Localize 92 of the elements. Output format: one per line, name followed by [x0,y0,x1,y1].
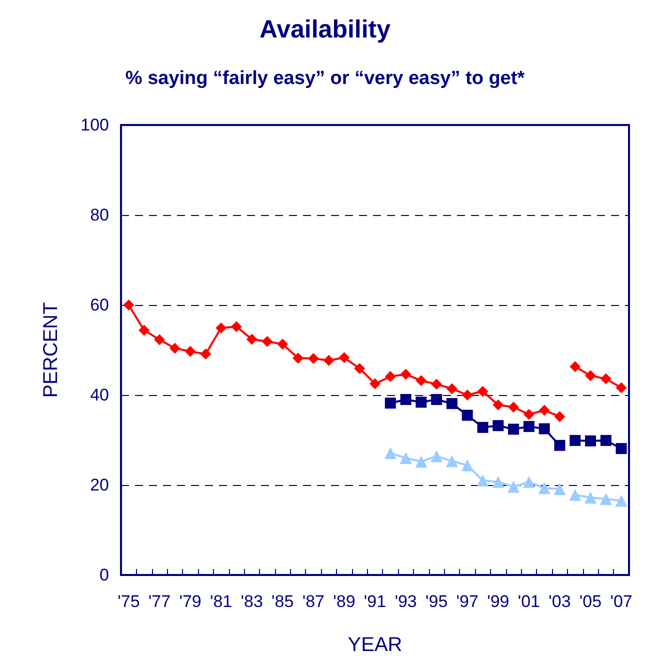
point [384,398,396,409]
x-tick-label: '89 [333,592,356,611]
x-tick-label: '03 [548,592,571,611]
point [461,459,474,472]
point [446,398,458,410]
point [370,378,380,390]
x-tick-label: '85 [272,592,294,611]
x-tick-label: '75 [118,592,140,611]
point [431,394,442,405]
point [138,324,150,336]
point [462,390,473,400]
x-tick-label: '97 [456,592,478,611]
point [292,352,304,364]
chart-subtitle: % saying “fairly easy” or “very easy” to get* [125,68,526,89]
y-axis-title: PERCENT [40,302,62,398]
point [154,334,165,346]
x-axis-title: YEAR [348,634,402,656]
point [569,488,582,501]
y-tick-label: 40 [90,386,109,404]
point [600,492,612,505]
point [308,353,319,364]
point [554,483,566,496]
point [462,410,473,421]
point [477,386,488,397]
x-tick-label: '05 [579,592,602,611]
point [492,399,504,410]
y-tick-label: 100 [80,116,109,134]
point [477,422,488,433]
point [492,476,504,488]
point [600,434,612,446]
y-tick-label: 20 [90,476,109,494]
point [323,354,334,366]
x-tick-label: '95 [426,592,448,611]
x-tick-label: '79 [179,592,202,611]
point [615,494,628,507]
point [415,456,428,468]
x-tick-label: '81 [210,592,232,611]
point [354,362,366,374]
point [585,370,596,382]
point [584,492,597,504]
point [570,434,581,446]
point [476,474,489,486]
point [277,338,288,350]
point [538,482,550,494]
point [123,300,134,310]
y-tick-label: 0 [100,566,109,584]
point [538,423,550,434]
point [554,440,566,451]
point [416,396,427,408]
point [400,452,412,464]
point [600,373,612,384]
x-tick-label: '83 [240,592,263,611]
x-tick-label: '77 [148,592,171,611]
point [616,382,627,394]
point [538,404,550,416]
y-tick-label: 80 [90,206,109,224]
point [446,455,458,468]
point [508,480,520,493]
point [554,411,566,422]
point [230,321,242,332]
point [508,402,520,413]
point [416,375,427,386]
point [616,443,627,454]
point [446,383,458,394]
point [216,322,227,334]
point [523,421,534,432]
point [200,348,212,360]
x-tick-label: '99 [487,592,510,611]
point [430,450,443,462]
point [262,336,273,347]
x-tick-label: '91 [364,592,386,611]
y-tick-label: 60 [90,296,109,314]
x-tick-label: '87 [302,592,324,611]
point [570,361,581,372]
point [523,408,534,420]
x-tick-label: '01 [518,592,540,611]
point [492,420,504,432]
point [508,424,520,435]
point [431,378,442,390]
point [184,346,196,357]
point [585,435,596,446]
point [246,334,258,345]
point [400,394,412,405]
x-tick-label: '07 [610,592,632,611]
point [169,342,180,354]
x-tick-label: '93 [394,592,417,611]
chart-title: Availability [259,16,391,44]
point [522,476,535,488]
point [384,371,396,382]
point [400,368,412,380]
point [338,352,350,364]
point [384,447,396,460]
